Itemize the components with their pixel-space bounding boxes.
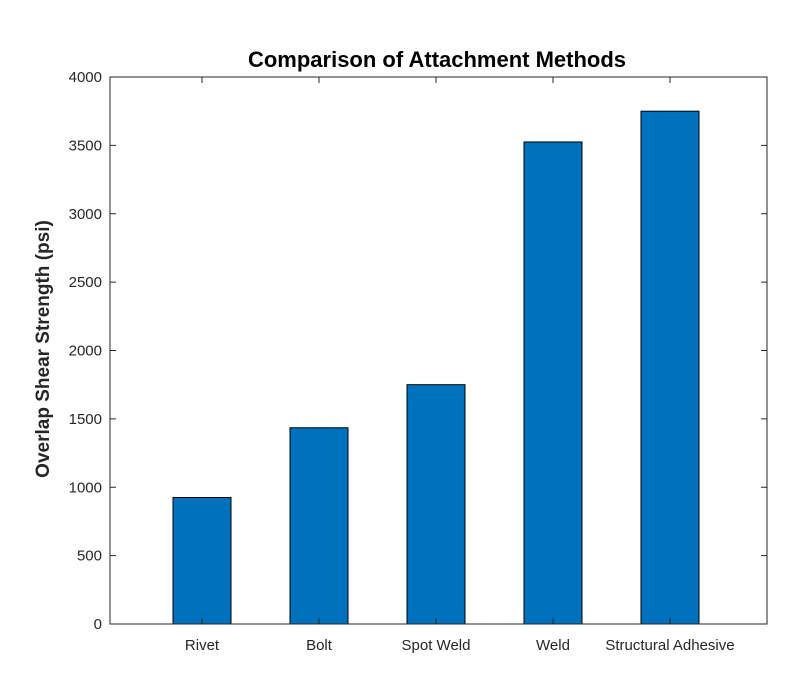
y-axis-label: Overlap Shear Strength (psi) — [33, 220, 54, 478]
chart-title: Comparison of Attachment Methods — [248, 47, 626, 72]
x-tick-label: Rivet — [185, 637, 220, 654]
y-tick-label: 3500 — [69, 137, 102, 154]
y-tick-label: 2500 — [69, 274, 102, 291]
bar-rivet — [172, 497, 232, 625]
x-tick-label: Bolt — [306, 637, 333, 654]
y-tick-label: 2000 — [69, 343, 102, 360]
y-tick-label: 4000 — [69, 69, 102, 86]
x-tick-label: Structural Adhesive — [605, 637, 734, 654]
x-tick-label: Weld — [536, 637, 570, 654]
y-tick-label: 1000 — [69, 479, 102, 496]
bar-structural-adhesive — [640, 110, 700, 625]
bar-spot-weld — [406, 384, 466, 625]
y-tick-label: 500 — [77, 548, 102, 565]
bar-weld — [523, 141, 583, 625]
y-tick-label: 3000 — [69, 206, 102, 223]
bar-bolt — [289, 427, 349, 625]
x-tick-label: Spot Weld — [402, 637, 471, 654]
plot-area: 0 500 1000 1500 2000 2500 3000 3500 4000 Rivet Bol… — [69, 69, 768, 654]
y-tick-label: 1500 — [69, 411, 102, 428]
y-tick-label: 0 — [94, 616, 102, 633]
